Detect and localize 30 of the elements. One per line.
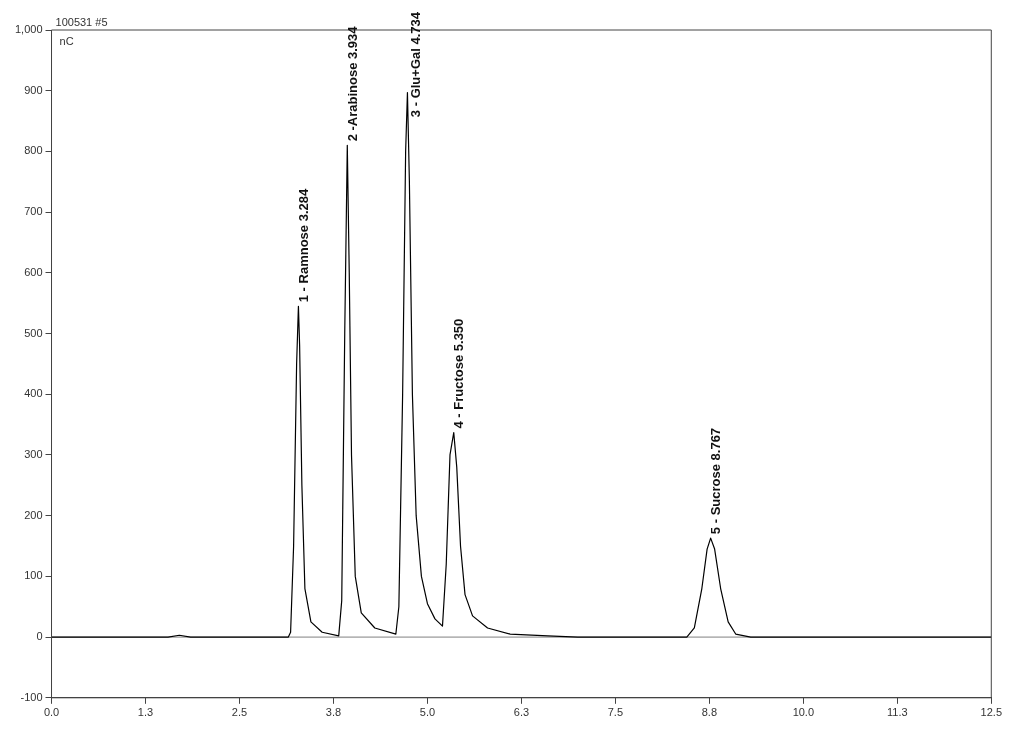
x-tick-label: 10.0 (792, 706, 815, 719)
annotation: 5 - Sucrose 8.767 (708, 427, 724, 535)
y-tick-label: 100 (24, 569, 43, 582)
y-tick-label: -100 (20, 690, 43, 703)
x-tick-label: 0.0 (43, 706, 60, 719)
x-tick-label: 6.3 (513, 706, 530, 719)
annotation: 2 -Arabinose 3.934 (344, 25, 360, 142)
x-tick-label: 8.8 (701, 706, 718, 719)
x-tick-label: 1.3 (137, 706, 154, 719)
y-tick-label: 900 (24, 83, 43, 96)
y-tick-label: 700 (24, 205, 43, 218)
x-tick-label: 11.3 (887, 706, 908, 719)
x-tick-label: 7.5 (607, 706, 624, 719)
y-tick-label: 200 (24, 508, 43, 521)
annotation: 3 - Glu+Gal 4.734 (408, 11, 424, 118)
annotation: 1 - Ramnose 3.284 (296, 188, 311, 303)
y-tick-label: 0 (36, 630, 43, 643)
y-tick-label: 500 (24, 326, 43, 339)
y-tick-label: 300 (24, 447, 43, 460)
y-tick-label: 400 (24, 387, 43, 400)
y-tick-label: 600 (24, 265, 43, 278)
x-tick-label: 5.0 (419, 706, 436, 719)
x-tick-label: 3.8 (325, 706, 342, 719)
y-axis-title: nC (59, 34, 74, 47)
y-tick-label: 1,000 (15, 23, 43, 36)
x-tick-label: 2.5 (231, 706, 248, 719)
chart-title: 100531 #5 (55, 15, 108, 28)
annotation: 4 - Fructose 5.350 (451, 318, 467, 429)
x-tick-label: 12.5 (980, 706, 1003, 719)
y-tick-label: 800 (24, 144, 43, 157)
